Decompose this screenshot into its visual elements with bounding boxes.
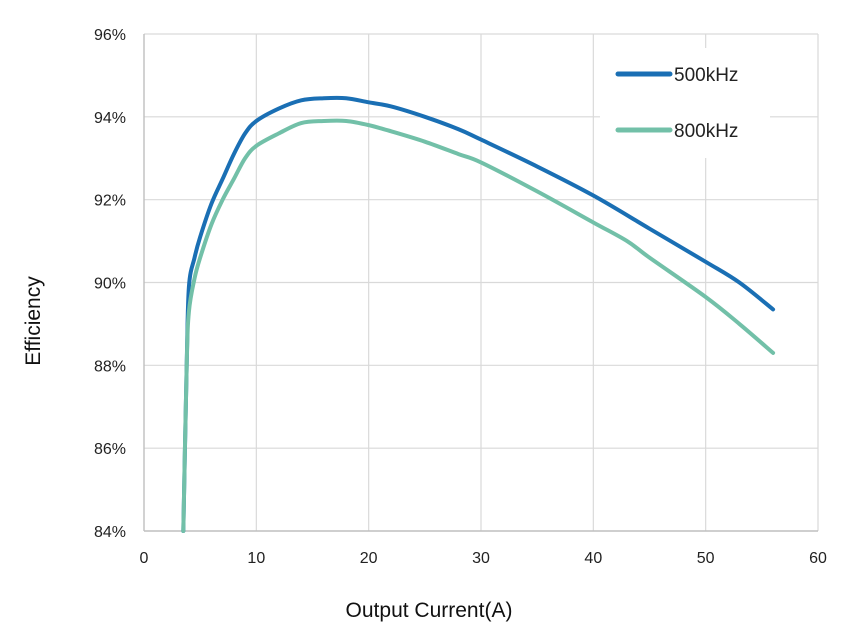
x-axis-label: Output Current(A) [346, 599, 513, 622]
y-tick-label-0: 84% [94, 524, 126, 541]
y-axis-label: Efficiency [22, 276, 45, 366]
legend-label-800kHz: 800kHz [674, 121, 738, 142]
series-line-800kHz [181, 118, 776, 533]
x-tick-label-2: 20 [360, 550, 378, 567]
axes [143, 34, 818, 532]
y-tick-labels: 84% 86% 88% 90% 92% 94% 96% [94, 27, 126, 541]
series-line-500kHz [181, 95, 776, 533]
legend: 500kHz 800kHz [600, 48, 770, 158]
x-tick-label-3: 30 [472, 550, 490, 567]
x-tick-labels: 0 10 20 30 40 50 60 [140, 550, 827, 567]
y-tick-label-5: 94% [94, 110, 126, 127]
y-tick-label-1: 86% [94, 441, 126, 458]
y-tick-label-3: 90% [94, 276, 126, 293]
legend-background [600, 48, 770, 158]
x-tick-label-5: 50 [697, 550, 715, 567]
x-tick-label-0: 0 [140, 550, 149, 567]
y-tick-label-6: 96% [94, 27, 126, 44]
legend-label-500kHz: 500kHz [674, 65, 738, 86]
x-tick-label-1: 10 [247, 550, 265, 567]
y-tick-label-4: 92% [94, 193, 126, 210]
x-tick-label-6: 60 [809, 550, 827, 567]
series-lines [181, 95, 776, 533]
x-tick-label-4: 40 [584, 550, 602, 567]
y-tick-label-2: 88% [94, 358, 126, 375]
